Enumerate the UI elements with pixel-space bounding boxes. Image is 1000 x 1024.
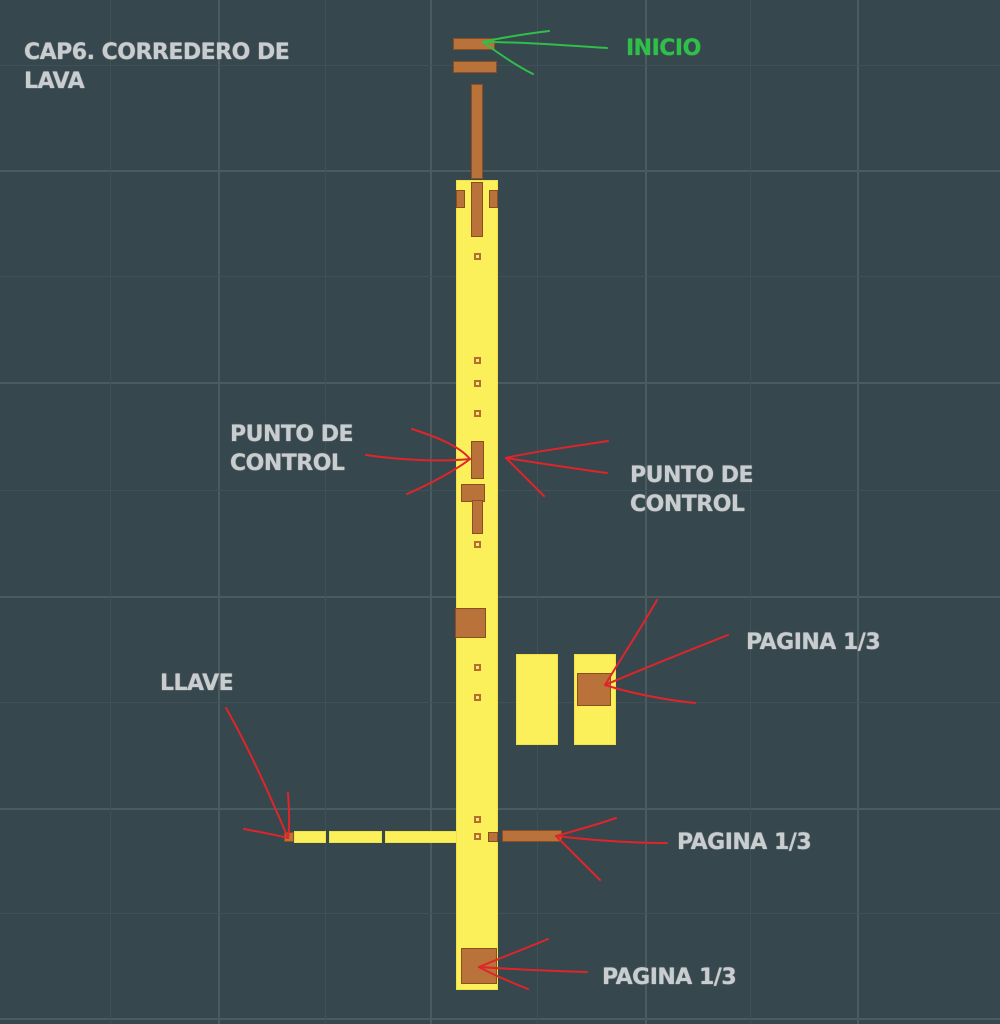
entry-column <box>471 84 483 179</box>
page-label-bottom: PAGINA 1/3 <box>602 965 737 990</box>
block-marker <box>474 694 481 701</box>
walkway-segment <box>329 831 382 843</box>
main-corridor <box>456 180 498 990</box>
start-block-lower <box>453 61 497 73</box>
block <box>472 500 483 534</box>
block <box>489 190 498 208</box>
block-marker <box>474 816 481 823</box>
page-label-upper-right: PAGINA 1/3 <box>746 630 881 655</box>
checkpoint-left-arrow <box>365 428 471 495</box>
map-title: CAP6. CORREDERO DE LAVA <box>24 40 290 94</box>
page-label-middle-right: PAGINA 1/3 <box>677 830 812 855</box>
key-label: LLAVE <box>160 671 234 696</box>
checkpoint-right-arrow <box>505 440 609 497</box>
block-marker <box>474 253 481 260</box>
start-arrow <box>482 30 608 75</box>
block-marker <box>474 410 481 417</box>
checkpoint-left-label: PUNTO DE CONTROL <box>230 422 354 476</box>
block-marker <box>474 380 481 387</box>
block <box>471 182 483 237</box>
walkway-segment <box>294 831 326 843</box>
block <box>456 190 465 208</box>
checkpoint <box>471 441 484 479</box>
block <box>455 608 486 638</box>
walkway-segment <box>385 831 457 843</box>
page-upper-right-arrow <box>604 599 729 704</box>
page-bottom-arrow <box>478 938 588 990</box>
block <box>488 832 498 842</box>
start-label: INICIO <box>626 36 701 61</box>
side-platform-left <box>516 654 558 745</box>
block-marker <box>474 664 481 671</box>
checkpoint-right-label: PUNTO DE CONTROL <box>630 463 754 517</box>
block-marker <box>474 357 481 364</box>
page-middle-right-arrow <box>555 817 668 881</box>
block-marker <box>474 541 481 548</box>
key-arrow <box>225 707 291 839</box>
page-pickup-upper-right <box>577 673 611 706</box>
block-marker <box>474 833 481 840</box>
